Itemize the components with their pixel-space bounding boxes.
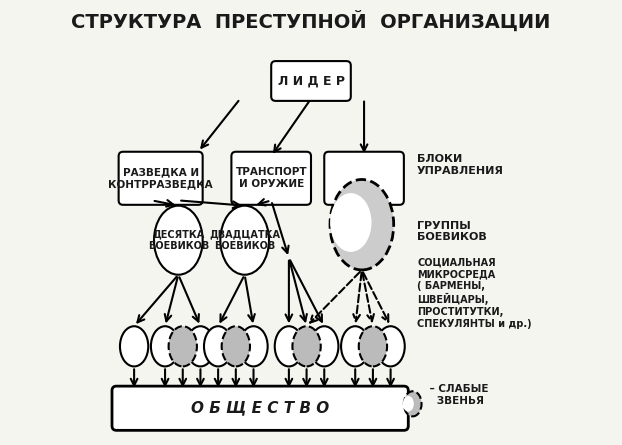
Ellipse shape: [275, 326, 303, 366]
Ellipse shape: [330, 193, 371, 252]
Ellipse shape: [403, 396, 414, 412]
Text: ДЕСЯТКА
БОЕВИКОВ: ДЕСЯТКА БОЕВИКОВ: [147, 229, 209, 251]
Text: ГРУППЫ
БОЕВИКОВ: ГРУППЫ БОЕВИКОВ: [417, 221, 487, 242]
Ellipse shape: [292, 326, 321, 366]
Text: О Б Щ Е С Т В О: О Б Щ Е С Т В О: [191, 401, 329, 416]
Text: СОЦИАЛЬНАЯ
МИКРОСРЕДА
( БАРМЕНЫ,
ШВЕЙЦАРЫ,
ПРОСТИТУТКИ,
СПЕКУЛЯНТЫ и др.): СОЦИАЛЬНАЯ МИКРОСРЕДА ( БАРМЕНЫ, ШВЕЙЦАР…: [417, 258, 532, 328]
Ellipse shape: [204, 326, 232, 366]
Text: ТРАНСПОРТ
И ОРУЖИЕ: ТРАНСПОРТ И ОРУЖИЕ: [235, 167, 307, 189]
Ellipse shape: [154, 206, 203, 275]
FancyBboxPatch shape: [231, 152, 311, 205]
Text: СТРУКТУРА  ПРЕСТУПНОЙ  ОРГАНИЗАЦИИ: СТРУКТУРА ПРЕСТУПНОЙ ОРГАНИЗАЦИИ: [72, 11, 550, 32]
Ellipse shape: [187, 326, 215, 366]
Text: РАЗВЕДКА И
КОНТРРАЗВЕДКА: РАЗВЕДКА И КОНТРРАЗВЕДКА: [108, 167, 213, 189]
Ellipse shape: [341, 326, 369, 366]
Text: – СЛАБЫЕ
   ЗВЕНЬЯ: – СЛАБЫЕ ЗВЕНЬЯ: [426, 384, 488, 406]
Ellipse shape: [330, 179, 394, 270]
FancyBboxPatch shape: [119, 152, 203, 205]
Ellipse shape: [359, 326, 387, 366]
Ellipse shape: [169, 326, 197, 366]
Ellipse shape: [151, 326, 179, 366]
Ellipse shape: [221, 326, 250, 366]
Ellipse shape: [220, 206, 269, 275]
Ellipse shape: [239, 326, 267, 366]
FancyBboxPatch shape: [271, 61, 351, 101]
Ellipse shape: [120, 326, 148, 366]
Ellipse shape: [376, 326, 405, 366]
Ellipse shape: [310, 326, 338, 366]
FancyBboxPatch shape: [112, 386, 408, 430]
Text: ДВАДЦАТКА
БОЕВИКОВ: ДВАДЦАТКА БОЕВИКОВ: [209, 229, 280, 251]
Ellipse shape: [404, 391, 422, 417]
Text: БЛОКИ
УПРАВЛЕНИЯ: БЛОКИ УПРАВЛЕНИЯ: [417, 154, 504, 176]
FancyBboxPatch shape: [324, 152, 404, 205]
Text: Л И Д Е Р: Л И Д Е Р: [277, 74, 345, 88]
